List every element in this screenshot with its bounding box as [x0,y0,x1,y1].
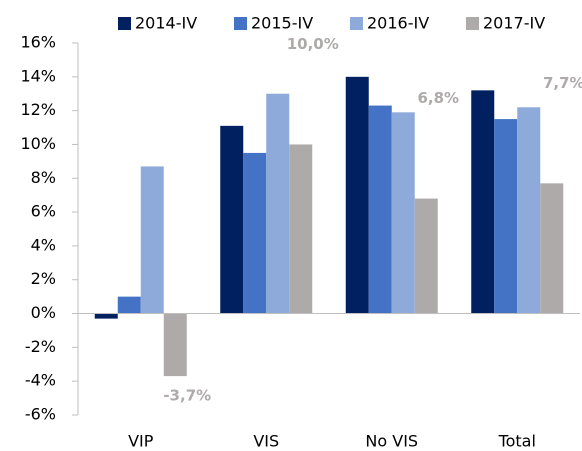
bar [368,105,392,314]
bar [414,198,438,314]
x-tick-label: VIS [253,432,279,451]
value-label: -3,7% [163,387,211,405]
y-tick-label: -2% [25,337,56,356]
legend-swatch [466,17,479,30]
legend-swatch [234,17,247,30]
value-label: 7,7% [543,74,582,92]
value-label: 6,8% [417,89,459,107]
x-tick-label: Total [498,432,536,451]
bar [163,313,187,377]
legend-label: 2016-IV [367,14,429,33]
y-tick-label: 0% [31,303,56,322]
legend-label: 2015-IV [251,14,313,33]
bar [345,76,369,314]
legend-label: 2014-IV [135,14,197,33]
bar [140,166,164,314]
bar [471,90,495,314]
value-label: 10,0% [287,35,339,53]
bar [517,107,541,314]
x-tick-label: No VIS [365,432,418,451]
legend-swatch [350,17,363,30]
x-tick-label: VIP [128,432,154,451]
y-tick-label: 10% [20,134,56,153]
y-tick-label: 16% [20,33,56,52]
y-tick-label: 2% [31,269,56,288]
y-tick-label: 8% [31,168,56,187]
y-tick-label: 14% [20,66,56,85]
y-tick-label: 4% [31,235,56,254]
y-tick-label: 12% [20,100,56,119]
bar [117,296,141,314]
bar [494,119,518,314]
y-tick-label: -6% [25,405,56,424]
bar [94,313,118,319]
bar [220,125,244,314]
bar [266,93,290,314]
bar [243,152,267,314]
bar [289,144,313,314]
y-tick-label: -4% [25,371,56,390]
bar [540,183,564,314]
legend-label: 2017-IV [483,14,545,33]
bar [391,112,415,314]
legend-swatch [118,17,131,30]
y-tick-label: 6% [31,202,56,221]
